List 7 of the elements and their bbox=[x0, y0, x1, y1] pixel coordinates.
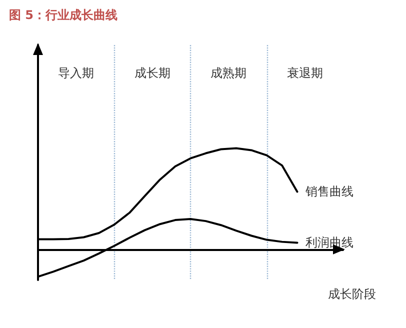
x-axis-title: 成长阶段 bbox=[328, 287, 376, 301]
text: 成长期 bbox=[134, 66, 170, 80]
text: 成熟期 bbox=[210, 66, 247, 80]
chart-title: 图 5：行业成长曲线 bbox=[9, 8, 118, 22]
series-label: 销售曲线 bbox=[304, 184, 354, 199]
text: 衰退期 bbox=[286, 66, 323, 80]
text: 导入期 bbox=[58, 66, 94, 80]
